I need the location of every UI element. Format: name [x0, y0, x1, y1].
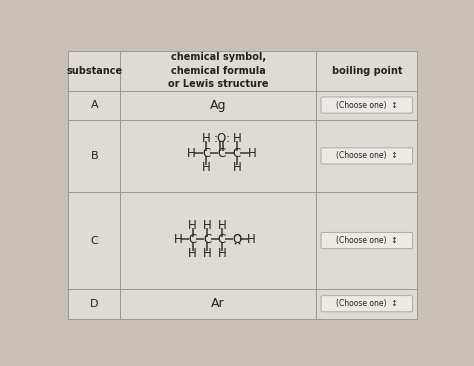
Text: O: O	[232, 233, 241, 246]
Text: C: C	[189, 233, 197, 246]
Bar	[120, 120, 316, 192]
Bar	[120, 192, 316, 289]
Text: (Choose one)  ↕: (Choose one) ↕	[336, 101, 398, 109]
Text: C: C	[202, 147, 210, 160]
Text: H: H	[173, 233, 182, 246]
Text: C: C	[218, 233, 226, 246]
Bar	[316, 120, 418, 192]
Bar	[68, 192, 120, 289]
Text: H: H	[187, 147, 195, 160]
Text: boiling point: boiling point	[332, 66, 402, 76]
Bar	[68, 120, 120, 192]
Bar	[316, 289, 418, 319]
Bar	[68, 289, 120, 319]
Text: D: D	[90, 299, 99, 309]
Text: H: H	[247, 233, 255, 246]
Bar	[68, 91, 120, 120]
Text: C: C	[218, 147, 226, 160]
Text: (Choose one)  ↕: (Choose one) ↕	[336, 152, 398, 160]
Text: H: H	[233, 161, 241, 175]
Text: H: H	[202, 161, 210, 175]
FancyBboxPatch shape	[321, 97, 412, 113]
Bar	[316, 91, 418, 120]
Bar	[316, 51, 418, 91]
Text: H: H	[218, 247, 227, 259]
Text: H: H	[188, 247, 197, 259]
FancyBboxPatch shape	[321, 148, 412, 164]
Bar	[120, 289, 316, 319]
Text: H: H	[203, 247, 212, 259]
Text: C: C	[203, 233, 211, 246]
Text: :O:: :O:	[213, 132, 230, 145]
Text: Ag: Ag	[210, 98, 227, 112]
Text: A: A	[91, 100, 98, 110]
Text: H: H	[203, 219, 212, 232]
Text: (Choose one)  ↕: (Choose one) ↕	[336, 236, 398, 245]
Text: H: H	[202, 132, 210, 145]
Text: substance: substance	[66, 66, 122, 76]
Text: Ar: Ar	[211, 297, 225, 310]
FancyBboxPatch shape	[321, 296, 412, 312]
Bar	[316, 192, 418, 289]
Bar	[120, 91, 316, 120]
Text: H: H	[218, 219, 227, 232]
Text: H: H	[248, 147, 257, 160]
Text: H: H	[233, 132, 241, 145]
Text: C: C	[233, 147, 241, 160]
Text: B: B	[91, 151, 98, 161]
Bar	[120, 51, 316, 91]
Text: chemical symbol,
chemical formula
or Lewis structure: chemical symbol, chemical formula or Lew…	[168, 52, 268, 89]
Text: (Choose one)  ↕: (Choose one) ↕	[336, 299, 398, 308]
FancyBboxPatch shape	[321, 232, 412, 249]
Text: C: C	[91, 235, 98, 246]
Text: H: H	[188, 219, 197, 232]
Bar	[68, 51, 120, 91]
